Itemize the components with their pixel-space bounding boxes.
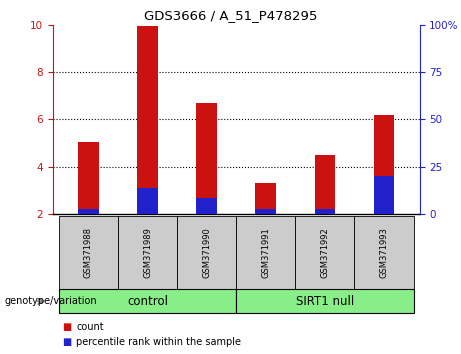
- Bar: [296, 216, 355, 289]
- Bar: [196, 103, 217, 214]
- Text: count: count: [76, 322, 104, 332]
- Text: GSM371990: GSM371990: [202, 227, 211, 278]
- Text: control: control: [127, 295, 168, 308]
- Bar: [255, 209, 276, 214]
- Bar: [374, 176, 395, 214]
- Bar: [177, 216, 236, 289]
- Bar: [355, 216, 414, 289]
- Text: genotype/variation: genotype/variation: [5, 296, 97, 306]
- Bar: [59, 289, 236, 313]
- Bar: [137, 188, 158, 214]
- Text: GSM371993: GSM371993: [379, 227, 389, 278]
- Bar: [78, 142, 99, 214]
- Text: percentile rank within the sample: percentile rank within the sample: [76, 337, 241, 347]
- Text: GSM371989: GSM371989: [143, 227, 152, 278]
- Text: SIRT1 null: SIRT1 null: [296, 295, 354, 308]
- Bar: [118, 216, 177, 289]
- Bar: [59, 216, 118, 289]
- Text: GDS3666 / A_51_P478295: GDS3666 / A_51_P478295: [144, 9, 317, 22]
- Text: ■: ■: [62, 337, 71, 347]
- Text: ■: ■: [62, 322, 71, 332]
- Text: GSM371988: GSM371988: [84, 227, 93, 278]
- Bar: [255, 183, 276, 214]
- Bar: [196, 198, 217, 214]
- Bar: [236, 289, 414, 313]
- Text: GSM371992: GSM371992: [320, 227, 330, 278]
- Bar: [374, 115, 395, 214]
- Text: GSM371991: GSM371991: [261, 227, 270, 278]
- Bar: [236, 216, 296, 289]
- Bar: [78, 209, 99, 214]
- Bar: [137, 26, 158, 214]
- Bar: [314, 209, 335, 214]
- Bar: [314, 155, 335, 214]
